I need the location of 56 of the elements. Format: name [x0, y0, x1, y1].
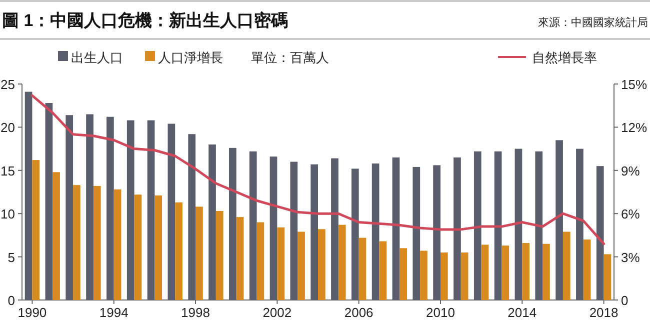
- y-tick-label: 15: [0, 163, 15, 178]
- y2-tick-label: 3%: [621, 250, 640, 265]
- text: 單位：百萬人: [251, 50, 329, 65]
- bar: [420, 250, 428, 300]
- bar: [73, 185, 80, 300]
- bar: [522, 242, 530, 300]
- y2-tick-label: 12%: [621, 120, 648, 136]
- x-tick-label: 1998: [181, 305, 210, 320]
- y-tick-label: 20: [0, 120, 15, 136]
- bar: [236, 217, 244, 300]
- bar: [358, 238, 366, 300]
- bar: [196, 206, 203, 300]
- bar: [154, 195, 162, 300]
- bar: [318, 229, 326, 300]
- y2-tick-label: 0: [621, 293, 628, 308]
- bar: [562, 232, 570, 300]
- bar: [542, 244, 550, 300]
- bar: [502, 246, 510, 300]
- line-series: [30, 94, 606, 246]
- bar: [400, 248, 408, 300]
- legend-label: 人口淨增長: [158, 50, 223, 65]
- y-tick-label: 0: [8, 293, 15, 308]
- bar: [460, 252, 468, 300]
- bar: [256, 222, 264, 300]
- x-tick-label: 2010: [426, 305, 455, 320]
- chart-title: 圖 1：中國人口危機：新出生人口密碼: [2, 11, 288, 30]
- y2-tick-label: 9%: [621, 163, 640, 178]
- y-tick-label: 25: [0, 77, 15, 92]
- bar: [481, 244, 489, 300]
- bar: [379, 241, 387, 300]
- x-tick-label: 1990: [18, 305, 47, 320]
- legend-label: 自然增長率: [532, 50, 597, 65]
- bar: [216, 211, 224, 300]
- bar: [93, 186, 101, 300]
- bar: [298, 232, 305, 300]
- bar: [52, 172, 60, 300]
- bar: [440, 252, 448, 300]
- x-tick-label: 2014: [508, 305, 537, 320]
- bar: [32, 160, 40, 300]
- bar: [583, 240, 591, 300]
- x-tick-label: 2006: [344, 305, 374, 320]
- x-tick-label: 2018: [589, 305, 618, 320]
- bar: [604, 254, 612, 300]
- bar: [175, 202, 182, 300]
- bar: [114, 189, 122, 300]
- bar: [277, 227, 285, 300]
- x-tick-label: 1994: [99, 305, 128, 320]
- y2-tick-label: 15%: [621, 77, 648, 92]
- legend-label: 出生人口: [71, 50, 123, 65]
- bar: [338, 224, 346, 300]
- bar: [134, 194, 142, 300]
- text: 來源：中國國家統計局: [538, 16, 648, 29]
- y-tick-label: 10: [0, 206, 15, 222]
- x-tick-label: 2002: [262, 305, 292, 320]
- y2-tick-label: 6%: [621, 206, 640, 222]
- y-tick-label: 5: [8, 250, 15, 265]
